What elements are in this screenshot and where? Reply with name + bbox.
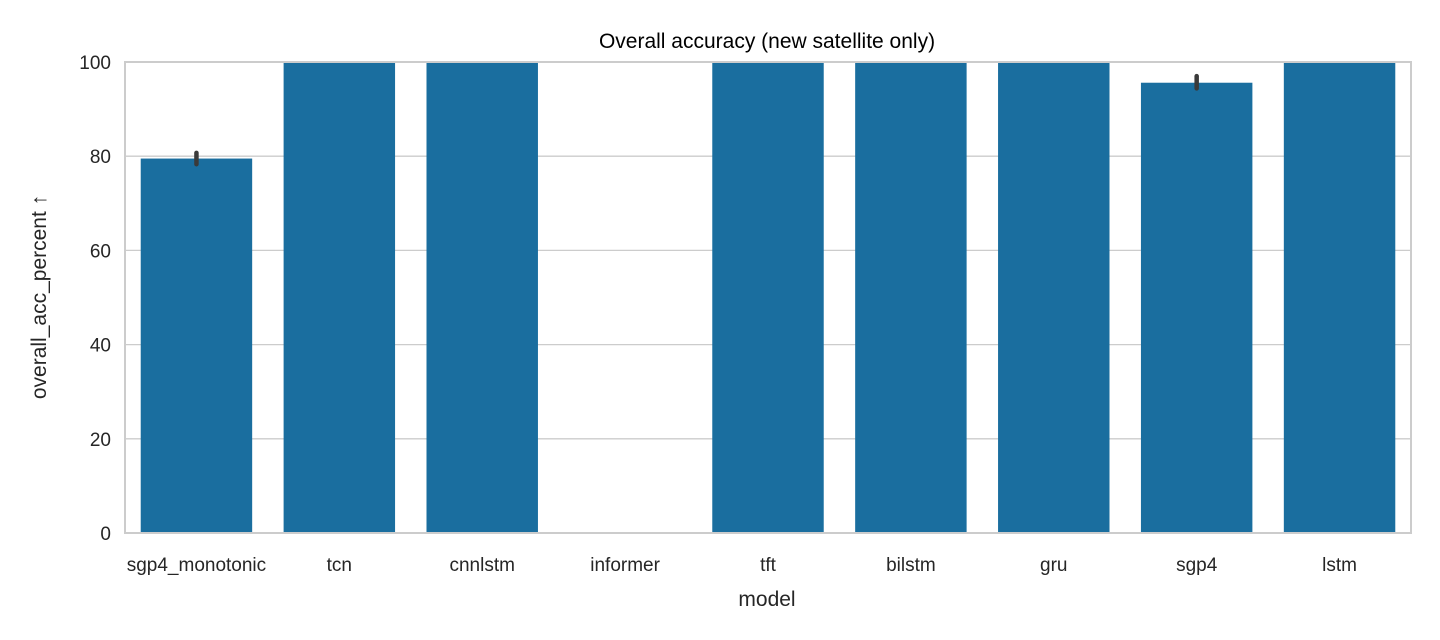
- bar-bilstm: [855, 62, 967, 533]
- bar-tft: [712, 62, 824, 533]
- y-tick-labels: 0 20 40 60 80 100: [79, 53, 111, 545]
- y-tick-label: 60: [90, 241, 111, 262]
- y-axis-label: overall_acc_percent ↑: [28, 195, 51, 399]
- bar-sgp4_monotonic: [140, 158, 253, 533]
- x-tick-label: bilstm: [886, 555, 936, 576]
- plot-frame: [124, 61, 1412, 534]
- error-bars: [194, 73, 1199, 167]
- bar-lstm: [1283, 62, 1396, 533]
- y-tick-label: 40: [90, 336, 111, 357]
- y-tick-label: 0: [100, 524, 111, 545]
- bar-gru: [998, 62, 1110, 533]
- x-tick-label: sgp4: [1176, 555, 1218, 576]
- bar-sgp4: [1140, 82, 1253, 533]
- bar-tcn: [283, 62, 396, 533]
- y-tick-label: 20: [90, 430, 111, 451]
- x-tick-label: lstm: [1322, 555, 1357, 576]
- x-tick-label: tcn: [327, 555, 352, 576]
- x-tick-label: sgp4_monotonic: [127, 555, 266, 576]
- y-tick-label: 100: [79, 53, 111, 74]
- x-tick-label: informer: [590, 555, 660, 576]
- x-tick-label: cnnlstm: [449, 555, 514, 576]
- bar-cnnlstm: [426, 62, 538, 533]
- chart-title: Overall accuracy (new satellite only): [599, 30, 935, 53]
- x-tick-label: gru: [1040, 555, 1067, 576]
- y-tick-label: 80: [90, 147, 111, 168]
- x-axis-label: model: [738, 588, 795, 611]
- x-tick-labels: sgp4_monotonic tcn cnnlstm informer tft bilst…: [127, 555, 1357, 576]
- x-tick-label: tft: [760, 555, 777, 576]
- bars: [140, 62, 1396, 533]
